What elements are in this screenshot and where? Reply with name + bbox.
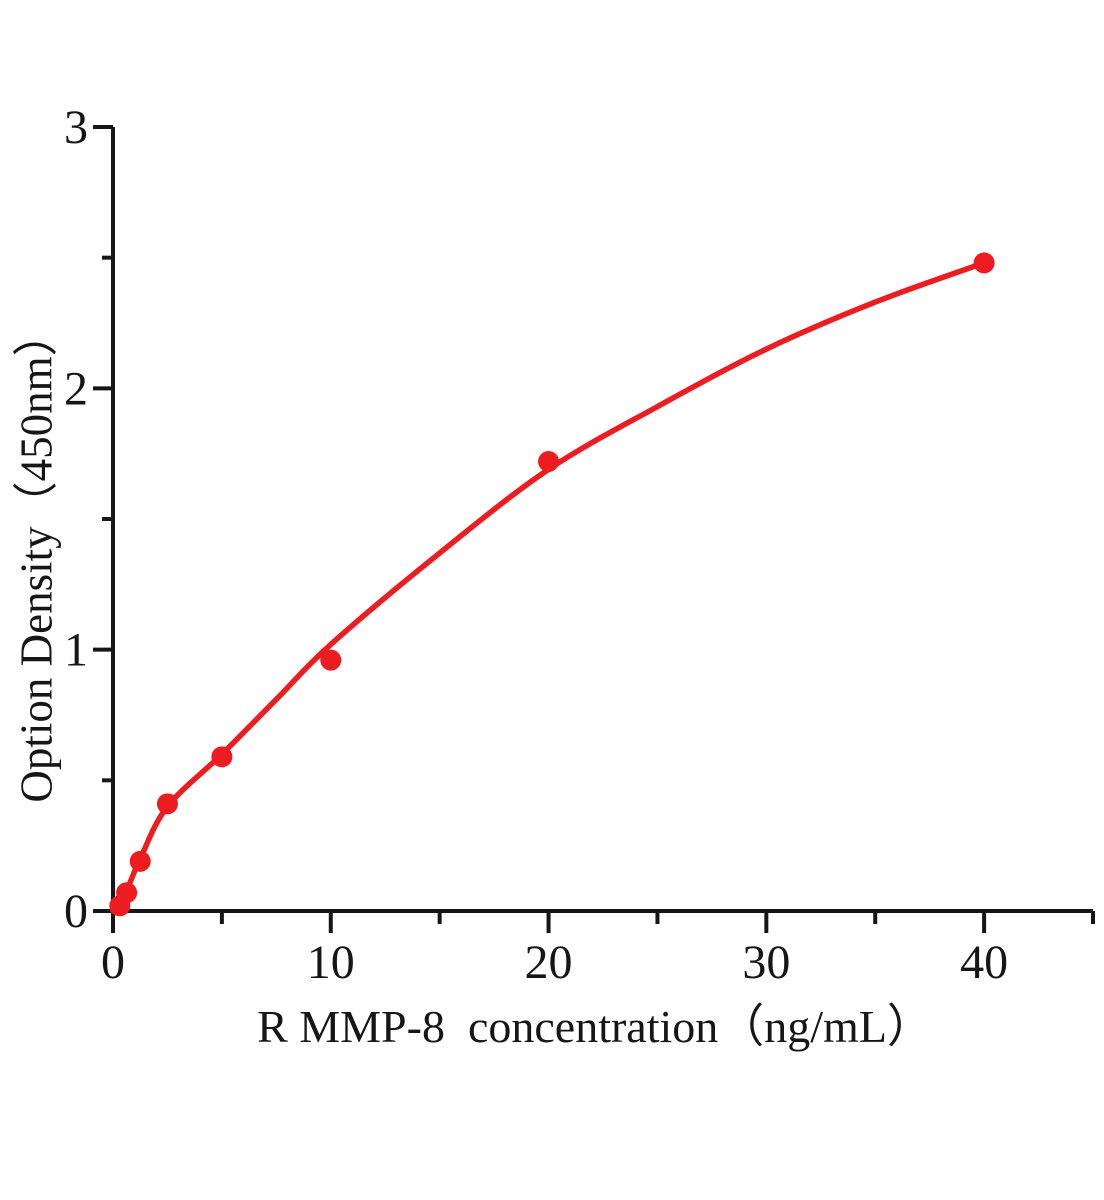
x-tick-label: 20 [525,936,573,989]
data-point [211,746,233,768]
data-point [116,882,138,904]
y-tick-label: 0 [64,885,88,938]
y-tick-label: 2 [64,362,88,415]
data-point [320,649,342,671]
x-tick-label: 10 [307,936,355,989]
x-tick-label: 30 [742,936,790,989]
data-point [973,252,995,274]
data-point [129,850,151,872]
y-tick-label: 3 [64,101,88,154]
y-axis-label: Option Density（450nm） [11,311,62,803]
x-tick-label: 40 [960,936,1008,989]
data-point [156,793,178,815]
y-tick-label: 1 [64,624,88,677]
x-axis-label: R MMP-8 concentration（ng/mL） [257,1001,933,1052]
data-point [538,451,560,473]
fit-curve [110,260,987,914]
x-tick-label: 0 [101,936,125,989]
